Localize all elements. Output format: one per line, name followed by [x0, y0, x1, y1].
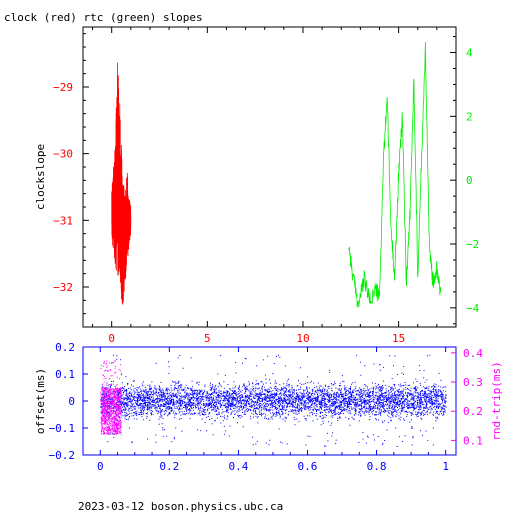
- top-y2-tick-label: −4: [466, 302, 480, 315]
- bottom-y2label: rnd-trip(ms): [490, 361, 503, 440]
- top-x-tick-label: 5: [204, 332, 211, 345]
- bottom-y2-tick-label: 0.3: [463, 376, 483, 389]
- footer-text: 2023-03-12 boson.physics.ubc.ca: [78, 500, 283, 512]
- bottom-x-tick-label: 0.2: [159, 460, 179, 473]
- series-points-offset: [100, 354, 447, 447]
- top-y-tick-label: −30: [53, 148, 73, 161]
- bottom-y-tick-label: −0.1: [49, 422, 76, 435]
- top-x-tick-label: 0: [108, 332, 115, 345]
- top-plot-frame: [82, 26, 457, 328]
- bottom-x-tick-label: 1: [442, 460, 449, 473]
- series-line-rtc: [348, 41, 442, 308]
- top-ylabel: clockslope: [34, 144, 47, 210]
- top-x-tick-label: 10: [296, 332, 309, 345]
- top-y2-tick-label: 0: [466, 174, 473, 187]
- bottom-y2-tick-label: 0.1: [463, 434, 483, 447]
- top-y-tick-label: −32: [53, 281, 73, 294]
- bottom-x-tick-label: 0.6: [298, 460, 318, 473]
- top-y-tick-label: −29: [53, 81, 73, 94]
- bottom-y-tick-label: −0.2: [49, 449, 76, 462]
- bottom-panel: offset(ms) rnd-trip(ms) 0 0.2 0.4 0.6 0.8 1 0.…: [34, 341, 503, 473]
- top-y2-tick-label: 4: [466, 47, 473, 60]
- top-panel: clockslope 0 5 10 15 −29 −30 −31 −32 4 2 0 −2 −4: [34, 26, 480, 345]
- bottom-y2-tick-label: 0.2: [463, 405, 483, 418]
- top-y-tick-label: −31: [53, 214, 73, 227]
- top-y2-tick-label: 2: [466, 110, 473, 123]
- bottom-y-tick-label: 0: [68, 395, 75, 408]
- top-x-tick-label: 15: [392, 332, 405, 345]
- bottom-x-tick-label: 0.8: [367, 460, 387, 473]
- bottom-y-tick-label: 0.1: [55, 368, 75, 381]
- bottom-x-tick-label: 0.4: [228, 460, 248, 473]
- top-y2-tick-label: −2: [466, 238, 479, 251]
- bottom-y-tick-label: 0.2: [55, 341, 75, 354]
- series-points-rnd-trip: [100, 360, 122, 435]
- bottom-x-tick-label: 0: [97, 460, 104, 473]
- bottom-y2-tick-label: 0.4: [463, 347, 483, 360]
- chart-title: clock (red) rtc (green) slopes: [4, 11, 203, 24]
- bottom-ylabel: offset(ms): [34, 368, 47, 434]
- series-line-clock: [111, 62, 132, 305]
